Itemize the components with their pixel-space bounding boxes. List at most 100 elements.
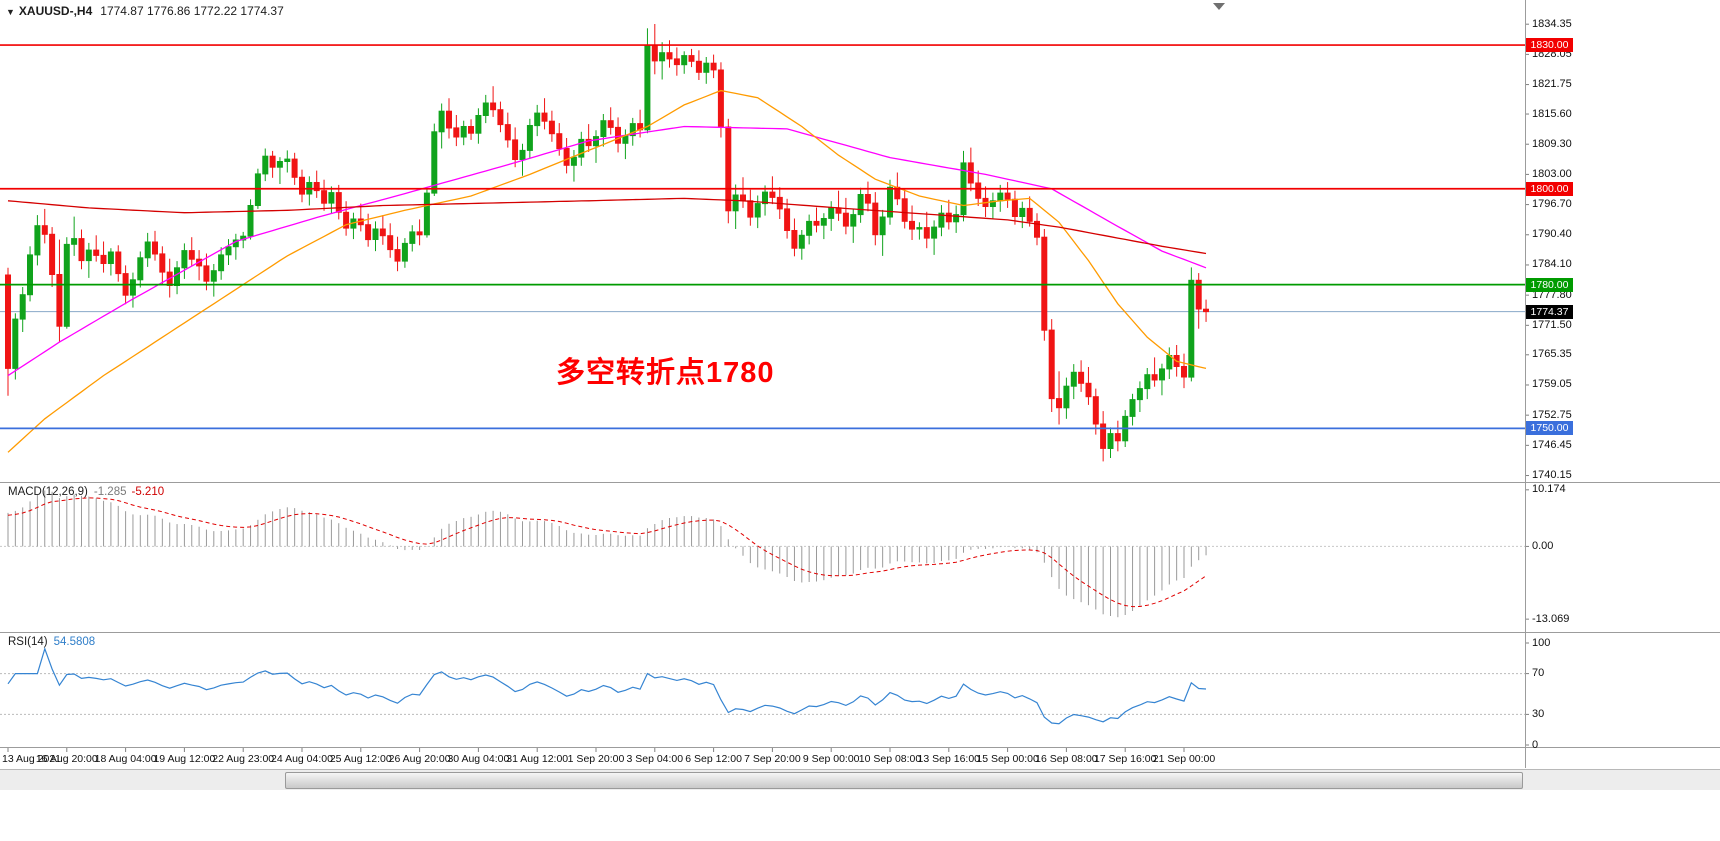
hline-tag-1800.00: 1800.00 bbox=[1526, 181, 1573, 196]
hline-tag-1750.00: 1750.00 bbox=[1526, 421, 1573, 436]
time-axis-label: 13 Sep 16:00 bbox=[917, 753, 981, 765]
candle-body bbox=[740, 194, 746, 202]
candle-body bbox=[828, 207, 835, 219]
candle-body bbox=[1041, 236, 1048, 331]
candle-body bbox=[717, 69, 724, 128]
candle-body bbox=[460, 126, 467, 138]
macd-axis-label: 10.174 bbox=[1532, 483, 1566, 496]
candle-body bbox=[137, 257, 144, 281]
candle-body bbox=[56, 274, 63, 327]
candle-body bbox=[864, 194, 871, 204]
candle-body bbox=[1056, 398, 1062, 409]
price-axis-label: 1765.35 bbox=[1532, 348, 1572, 361]
candle-body bbox=[49, 233, 56, 276]
candle-body bbox=[335, 192, 342, 213]
candle-body bbox=[1063, 385, 1070, 409]
horizontal-scrollbar-track[interactable] bbox=[0, 769, 1720, 790]
candle-body bbox=[152, 241, 158, 255]
price-axis-label: 1809.30 bbox=[1532, 137, 1572, 150]
candle-body bbox=[578, 138, 585, 158]
candle-body bbox=[225, 246, 232, 256]
price-axis-label: 1746.45 bbox=[1532, 438, 1572, 451]
candle-body bbox=[556, 133, 563, 150]
candle-body bbox=[798, 234, 805, 249]
candle-body bbox=[769, 191, 776, 198]
candle-body bbox=[762, 191, 768, 205]
candle-body bbox=[820, 218, 827, 226]
macd-name: MACD(12,26,9) bbox=[8, 486, 88, 498]
candle-body bbox=[1188, 279, 1195, 378]
candle-body bbox=[276, 161, 283, 168]
candle-body bbox=[607, 120, 614, 128]
candle-body bbox=[644, 45, 651, 131]
candle-body bbox=[931, 226, 938, 239]
symbol-dropdown-icon[interactable]: ▼ bbox=[6, 7, 15, 17]
candle-body bbox=[1011, 198, 1018, 218]
candle-body bbox=[710, 62, 717, 71]
candle-body bbox=[688, 55, 695, 62]
time-axis-label: 10 Sep 08:00 bbox=[858, 753, 922, 765]
price-axis-label: 1740.15 bbox=[1532, 469, 1572, 482]
rsi-axis-label: 70 bbox=[1532, 667, 1545, 680]
candle-body bbox=[115, 251, 122, 275]
candle-body bbox=[842, 212, 849, 227]
candle-body bbox=[695, 60, 702, 73]
price-axis-label: 1777.80 bbox=[1532, 288, 1572, 301]
candle-body bbox=[313, 182, 320, 192]
candle-body bbox=[188, 250, 195, 260]
time-axis-label: 6 Sep 12:00 bbox=[685, 753, 742, 765]
macd-indicator-label: MACD(12,26,9) -1.285 -5.210 bbox=[8, 486, 164, 498]
candle-body bbox=[262, 155, 269, 175]
candle-body bbox=[1144, 374, 1151, 390]
candle-body bbox=[1026, 207, 1033, 222]
candle-body bbox=[482, 102, 489, 116]
candle-body bbox=[159, 253, 166, 273]
candle-body bbox=[585, 138, 592, 147]
candle-body bbox=[1048, 329, 1055, 400]
candle-body bbox=[975, 182, 982, 199]
candle-body bbox=[879, 216, 886, 236]
candle-body bbox=[1004, 192, 1011, 200]
candle-body bbox=[394, 249, 401, 262]
candle-body bbox=[504, 124, 511, 141]
candle-body bbox=[1034, 220, 1040, 238]
candle-body bbox=[1092, 396, 1099, 425]
rsi-line bbox=[7, 646, 1207, 725]
time-axis-label: 15 Sep 00:00 bbox=[976, 753, 1039, 765]
candle-body bbox=[446, 110, 452, 129]
candle-body bbox=[247, 205, 254, 237]
current-price-tag: 1774.37 bbox=[1526, 304, 1573, 319]
price-axis-label: 1796.70 bbox=[1532, 198, 1572, 211]
price-axis-label: 1752.75 bbox=[1532, 408, 1572, 421]
chart-title: ▼ XAUUSD-,H4 1774.87 1776.86 1772.22 1774.… bbox=[6, 4, 284, 18]
candle-body bbox=[218, 254, 225, 272]
candle-body bbox=[681, 55, 688, 66]
candle-body bbox=[1159, 368, 1165, 381]
candle-body bbox=[203, 265, 210, 282]
horizontal-scrollbar-thumb[interactable] bbox=[285, 772, 1523, 789]
macd-axis-label: -13.069 bbox=[1532, 612, 1570, 625]
candle-body bbox=[512, 139, 519, 160]
price-axis-label: 1771.50 bbox=[1532, 318, 1572, 331]
time-axis-label: 24 Aug 04:00 bbox=[271, 753, 333, 765]
candle-body bbox=[210, 270, 217, 282]
candle-body bbox=[1019, 207, 1026, 217]
candle-body bbox=[703, 62, 710, 73]
candle-body bbox=[600, 120, 607, 137]
time-axis-label: 30 Aug 04:00 bbox=[447, 753, 510, 765]
rsi-value: 54.5808 bbox=[53, 636, 96, 648]
candle-body bbox=[791, 230, 798, 249]
candle-body bbox=[541, 112, 548, 122]
candle-body bbox=[1078, 371, 1085, 384]
candle-body bbox=[850, 214, 857, 227]
candle-body bbox=[144, 241, 151, 259]
candle-body bbox=[1100, 423, 1107, 449]
candle-body bbox=[923, 227, 930, 239]
candle-body bbox=[453, 127, 460, 138]
candle-body bbox=[872, 202, 879, 236]
candle-body bbox=[1107, 433, 1114, 450]
candle-body bbox=[12, 318, 19, 369]
candle-body bbox=[365, 224, 372, 241]
candle-body bbox=[490, 102, 497, 111]
